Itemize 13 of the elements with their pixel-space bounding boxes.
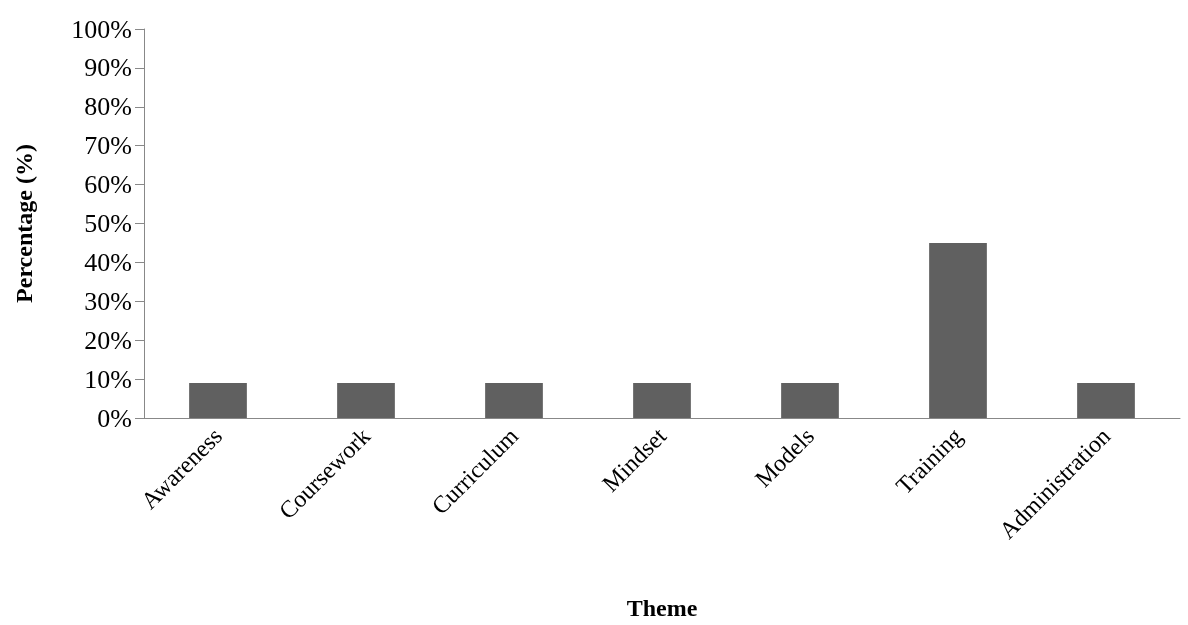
y-tick-label: 100% <box>71 14 132 44</box>
y-tick-label: 50% <box>84 209 132 238</box>
y-tick-label: 30% <box>84 286 132 316</box>
y-tick-label: 10% <box>84 364 132 394</box>
y-tick-label: 0% <box>97 403 132 433</box>
y-tick-label: 40% <box>84 247 132 277</box>
x-axis-title: Theme <box>626 595 698 621</box>
y-tick-label: 90% <box>84 53 132 83</box>
y-tick-label: 80% <box>84 92 132 122</box>
y-axis-title: Percentage (%) <box>11 144 37 303</box>
y-tick-label: 60% <box>84 170 132 200</box>
y-tick-label: 70% <box>84 131 132 161</box>
y-tick-label: 20% <box>84 325 132 355</box>
